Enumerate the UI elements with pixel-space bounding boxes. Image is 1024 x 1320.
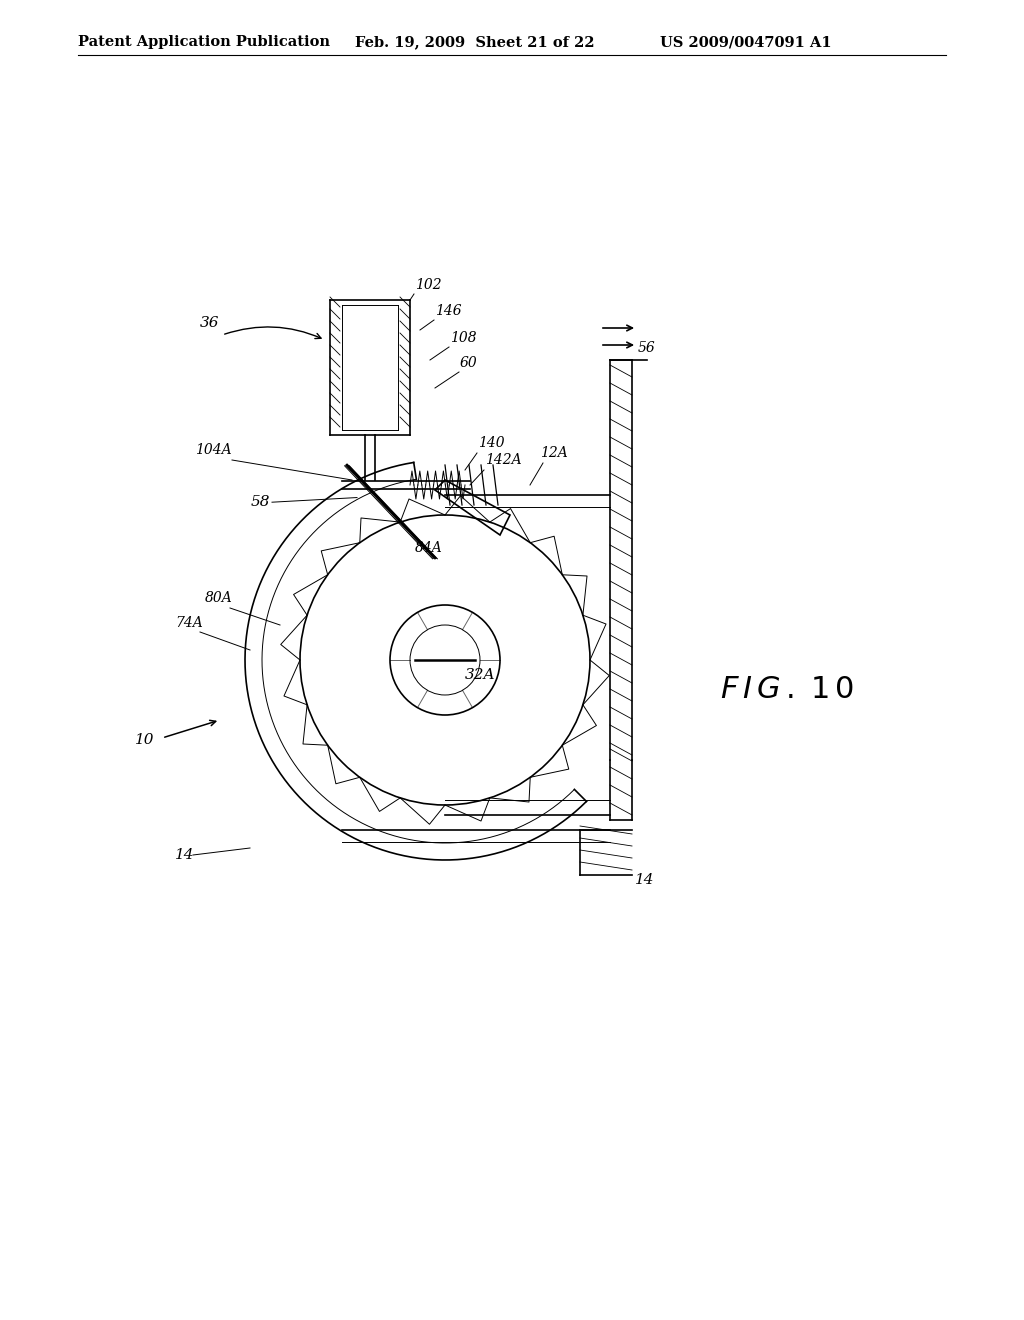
- Text: 140: 140: [478, 436, 505, 450]
- Text: 142A: 142A: [485, 453, 521, 467]
- Text: 12A: 12A: [540, 446, 567, 459]
- Text: $\it{F\,I\,G\,.\,\,1\,0}$: $\it{F\,I\,G\,.\,\,1\,0}$: [720, 675, 854, 705]
- Text: 84A: 84A: [415, 541, 442, 554]
- Text: Feb. 19, 2009  Sheet 21 of 22: Feb. 19, 2009 Sheet 21 of 22: [355, 36, 595, 49]
- Text: 146: 146: [435, 304, 462, 318]
- Text: 108: 108: [450, 331, 476, 345]
- Text: 32A: 32A: [465, 668, 496, 682]
- Text: 60: 60: [460, 356, 478, 370]
- Text: 36: 36: [200, 315, 219, 330]
- Text: 10: 10: [135, 733, 155, 747]
- Text: 104A: 104A: [195, 444, 231, 457]
- Text: 74A: 74A: [175, 616, 203, 630]
- Text: Patent Application Publication: Patent Application Publication: [78, 36, 330, 49]
- Text: 56: 56: [638, 341, 655, 355]
- Text: 80A: 80A: [205, 591, 232, 605]
- Text: 14: 14: [635, 873, 654, 887]
- Text: 58: 58: [251, 495, 270, 510]
- Text: 102: 102: [415, 279, 441, 292]
- Text: US 2009/0047091 A1: US 2009/0047091 A1: [660, 36, 831, 49]
- Text: 14: 14: [175, 847, 195, 862]
